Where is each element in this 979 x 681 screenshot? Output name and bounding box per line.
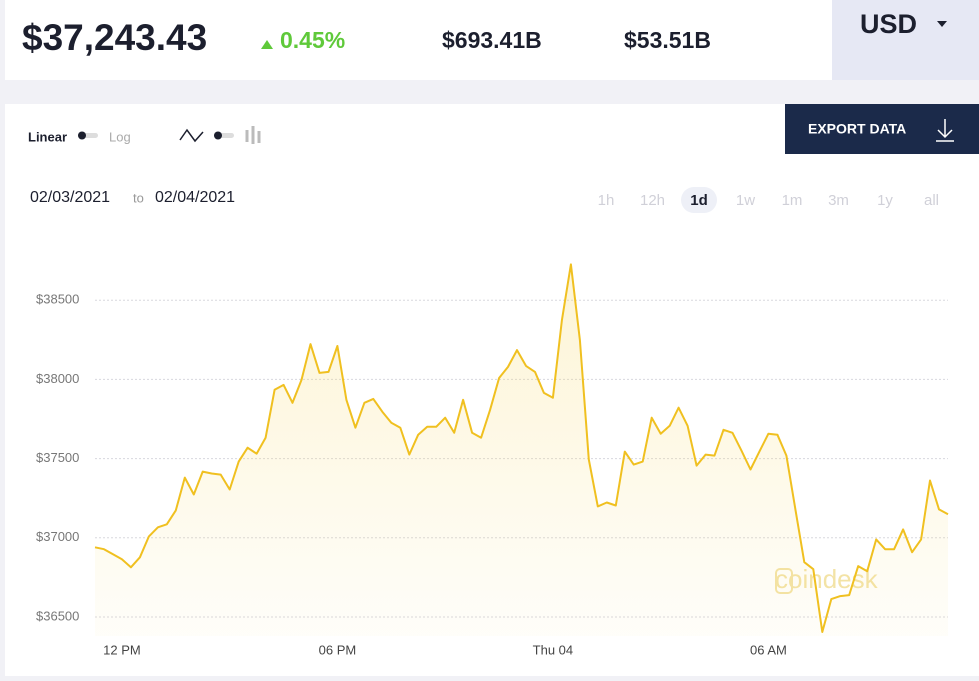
toggle-knob	[214, 131, 222, 140]
range-active-bg	[681, 187, 717, 213]
area	[95, 264, 948, 636]
header-card	[5, 0, 832, 80]
line-icon[interactable]	[179, 128, 204, 143]
candle-icon[interactable]	[245, 126, 261, 144]
range-button[interactable]: 1d	[690, 192, 708, 209]
toggle-knob	[78, 131, 86, 140]
range-button[interactable]: 1w	[736, 192, 755, 209]
price-line	[94, 263, 949, 633]
range-button[interactable]: 3m	[828, 192, 849, 209]
range-button[interactable]: 1m	[782, 192, 803, 209]
y-tick-label: $36500	[36, 608, 79, 623]
currency-box[interactable]	[832, 0, 979, 80]
volume: $53.51B	[624, 27, 711, 53]
y-tick-label: $37500	[36, 450, 79, 465]
range-button[interactable]: 12h	[640, 192, 665, 209]
change: 0.45%	[280, 27, 345, 53]
y-tick-label: $37000	[36, 529, 79, 544]
y-tick-label: $38500	[36, 292, 79, 307]
caret	[937, 21, 947, 27]
range-button[interactable]: 1y	[877, 192, 893, 209]
x-tick-label: 12 PM	[103, 642, 141, 657]
export-button[interactable]	[785, 104, 979, 154]
export-label: EXPORT DATA	[808, 121, 906, 137]
market-cap: $693.41B	[442, 27, 542, 53]
linear-label[interactable]: Linear	[28, 129, 67, 144]
x-tick-label: Thu 04	[533, 642, 573, 657]
price: $37,243.43	[22, 17, 207, 58]
x-tick-label: 06 PM	[319, 642, 357, 657]
x-tick-label: 06 AM	[750, 642, 787, 657]
date-from[interactable]: 02/03/2021	[30, 189, 110, 206]
date-to[interactable]: 02/04/2021	[155, 189, 235, 206]
date-separator: to	[133, 190, 144, 205]
up-arrow	[261, 40, 273, 49]
download-icon	[936, 119, 954, 142]
range-button[interactable]: all	[924, 192, 939, 209]
currency[interactable]: USD	[860, 9, 917, 39]
range-button[interactable]: 1h	[598, 192, 615, 209]
log-label[interactable]: Log	[109, 129, 131, 144]
y-tick-label: $38000	[36, 371, 79, 386]
